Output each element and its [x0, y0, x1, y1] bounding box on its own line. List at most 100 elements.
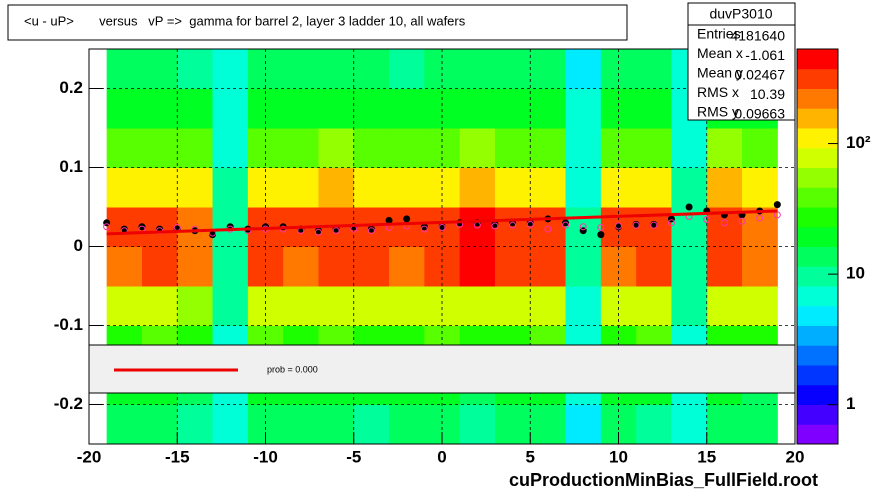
y-tick-label: -0.1 — [54, 315, 83, 334]
y-tick-label: 0.2 — [59, 78, 83, 97]
heat-cell — [636, 246, 672, 287]
footer: cuProductionMinBias_FullField.root — [509, 470, 818, 490]
heat-cell — [106, 167, 143, 208]
color-step — [797, 147, 838, 159]
color-step — [797, 177, 838, 188]
heat-cell — [212, 286, 249, 326]
mean-point — [367, 227, 375, 235]
heat-cell — [177, 128, 214, 168]
heat-cell — [318, 88, 355, 129]
color-step — [797, 98, 838, 109]
mean-point — [544, 225, 552, 233]
y-tick-label: -0.2 — [54, 394, 83, 413]
heat-cell — [353, 88, 390, 129]
heat-cell — [636, 404, 672, 445]
heat-cell — [283, 286, 319, 326]
mean-point — [597, 224, 605, 232]
heat-cell — [636, 88, 672, 129]
heat-cell — [530, 286, 567, 326]
heat-cell — [459, 286, 496, 326]
mean-point — [756, 214, 764, 222]
mean-point — [615, 222, 622, 230]
heat-cell — [141, 404, 178, 445]
color-step — [797, 58, 838, 70]
heat-cell — [742, 246, 778, 287]
color-step — [797, 68, 838, 80]
profile-point — [314, 227, 322, 235]
heat-cell — [530, 404, 567, 445]
color-step — [797, 315, 838, 326]
color-step — [797, 207, 838, 218]
heat-cell — [177, 207, 214, 247]
heat-cell — [283, 404, 319, 445]
profile-point — [562, 219, 570, 227]
color-step — [797, 49, 838, 60]
heat-cell — [494, 128, 531, 168]
stats-value: 0.02467 — [734, 67, 785, 83]
heat-cell — [565, 128, 602, 168]
heat-cell — [530, 246, 567, 287]
stats-title: duvP3010 — [709, 6, 772, 22]
heat-cell — [177, 246, 214, 287]
mean-point — [632, 221, 640, 229]
profile-point — [685, 203, 693, 211]
color-step — [797, 216, 838, 228]
x-tick-label: -5 — [346, 447, 361, 466]
heat-cell — [530, 88, 567, 129]
stats-value: 4181640 — [730, 28, 785, 44]
heat-cell — [706, 404, 743, 445]
color-step — [797, 365, 838, 376]
heat-cell — [141, 286, 178, 326]
color-step — [797, 226, 838, 238]
x-tick-label: -15 — [165, 447, 190, 466]
chart-title: <u - uP> versus vP => gamma for barrel 2… — [24, 13, 466, 28]
mean-point — [579, 223, 587, 231]
heat-cell — [742, 286, 778, 326]
heat-cell — [389, 404, 425, 445]
heat-cell — [318, 128, 355, 168]
heat-cell — [565, 246, 602, 287]
heat-cell — [565, 167, 602, 208]
heat-cell — [636, 167, 672, 208]
x-tick-label: 20 — [786, 447, 805, 466]
profile-point — [526, 219, 534, 227]
heat-cell — [212, 404, 249, 445]
heat-cell — [459, 404, 496, 445]
heat-cell — [353, 286, 390, 326]
heat-cell — [106, 246, 143, 287]
heat-cell — [389, 49, 425, 89]
heat-cell — [671, 404, 708, 445]
color-step — [797, 187, 838, 198]
heat-cell — [671, 246, 708, 287]
color-step — [797, 404, 838, 415]
heat-cell — [671, 167, 708, 208]
heat-cell — [459, 167, 496, 208]
color-step — [797, 137, 838, 149]
x-tick-label: 0 — [437, 447, 446, 466]
mean-point — [103, 223, 111, 231]
profile-point — [491, 220, 499, 228]
heat-cell — [671, 286, 708, 326]
z-tick-label: 10² — [846, 133, 871, 152]
heat-cell — [141, 49, 178, 89]
color-step — [797, 305, 838, 317]
color-step — [797, 335, 838, 346]
heat-cell — [353, 128, 390, 168]
mean-point — [703, 216, 711, 224]
color-step — [797, 325, 838, 336]
mean-point — [526, 220, 534, 228]
heat-cell — [318, 167, 355, 208]
heat-cell — [212, 49, 249, 89]
heat-cell — [742, 167, 778, 208]
heat-cell — [318, 49, 355, 89]
heat-cell — [283, 246, 319, 287]
profile-point — [385, 216, 393, 224]
heat-cell — [353, 167, 390, 208]
heat-cell — [530, 207, 567, 247]
heat-cell — [389, 207, 425, 247]
heat-cell — [530, 49, 567, 89]
stats-value: -1.061 — [745, 47, 785, 63]
heat-cell — [389, 167, 425, 208]
title-box — [7, 4, 628, 41]
heat-cell — [494, 286, 531, 326]
